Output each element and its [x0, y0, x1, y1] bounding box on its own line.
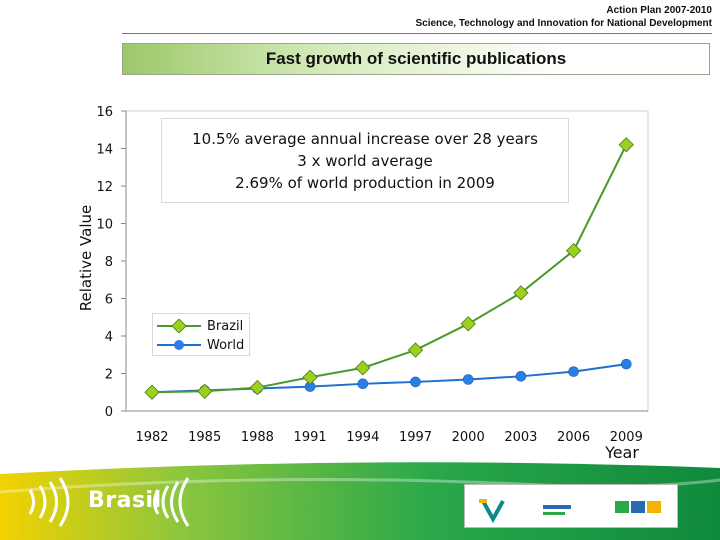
chart-ticks: 0 2 4 6 8 10 12 14 16 1982 1985 1988 1991 1994 1997 200… [96, 105, 642, 445]
brasil-logo-text: Brasil [88, 488, 162, 513]
x-tick-label: 2006 [557, 430, 590, 445]
header-plan-subtitle: Science, Technology and Innovation for N… [415, 18, 712, 29]
legend-entry-brazil: Brazil [157, 317, 243, 335]
y-tick-label: 10 [96, 218, 113, 233]
y-tick-label: 16 [96, 105, 113, 120]
x-tick-label: 2003 [504, 430, 537, 445]
chart-legend: Brazil World [152, 313, 250, 356]
data-point-brazil [513, 285, 529, 301]
annotation-line: 3 x world average [297, 151, 433, 170]
x-tick-label: 2000 [452, 430, 485, 445]
x-tick-label: 1994 [346, 430, 379, 445]
slide-title: Fast growth of scientific publications [122, 43, 710, 75]
y-tick-label: 14 [96, 143, 113, 158]
legend-entry-world: World [157, 336, 244, 354]
legend-swatch-brazil [157, 319, 201, 333]
y-tick-label: 4 [105, 330, 113, 345]
x-tick-label: 2009 [610, 430, 643, 445]
line-chart: 0 2 4 6 8 10 12 14 16 1982 1985 1988 1991 1994 1997 200… [77, 105, 649, 462]
y-tick-label: 6 [105, 293, 113, 308]
data-point-brazil [565, 243, 582, 259]
data-point-brazil [197, 383, 213, 399]
x-tick-label: 1985 [188, 430, 221, 445]
x-tick-label: 1982 [135, 430, 168, 445]
data-point-world [568, 366, 579, 377]
header-rule [122, 33, 712, 34]
y-tick-label: 2 [105, 368, 113, 383]
chart-annotation-box: 10.5% average annual increase over 28 ye… [161, 118, 569, 203]
data-point-brazil [460, 316, 476, 332]
chart-series [144, 137, 634, 400]
data-point-brazil [302, 369, 318, 385]
legend-label-world: World [207, 337, 245, 353]
sponsor-logos-icon [479, 499, 661, 524]
data-point-world [410, 376, 421, 388]
brasil-logo-left-icon [28, 477, 70, 527]
data-point-brazil [618, 137, 634, 153]
x-tick-label: 1991 [294, 430, 327, 445]
series-line-world [151, 363, 627, 394]
data-point-brazil [144, 384, 160, 400]
annotation-line: 2.69% of world production in 2009 [235, 173, 495, 192]
x-tick-label: 1988 [241, 430, 274, 445]
data-point-brazil [407, 342, 424, 358]
y-tick-label: 12 [96, 180, 113, 195]
x-axis-label: Year [604, 443, 639, 462]
y-tick-label: 8 [105, 255, 113, 270]
y-axis-label: Relative Value [77, 205, 95, 311]
data-point-world [357, 378, 369, 390]
data-point-brazil [249, 379, 266, 396]
legend-label-brazil: Brazil [207, 318, 244, 334]
data-point-world [462, 374, 474, 385]
legend-swatch-world [157, 340, 201, 350]
data-point-brazil [355, 360, 371, 376]
data-point-world [620, 358, 632, 370]
y-tick-label: 0 [105, 405, 113, 420]
header-plan-title: Action Plan 2007-2010 [606, 5, 712, 16]
brasil-logo-right-icon [153, 477, 190, 527]
annotation-line: 10.5% average annual increase over 28 ye… [192, 129, 538, 148]
sponsor-logos-panel [464, 484, 678, 528]
series-line-brazil [151, 144, 628, 394]
data-point-world [515, 371, 527, 382]
x-tick-label: 1997 [399, 430, 432, 445]
